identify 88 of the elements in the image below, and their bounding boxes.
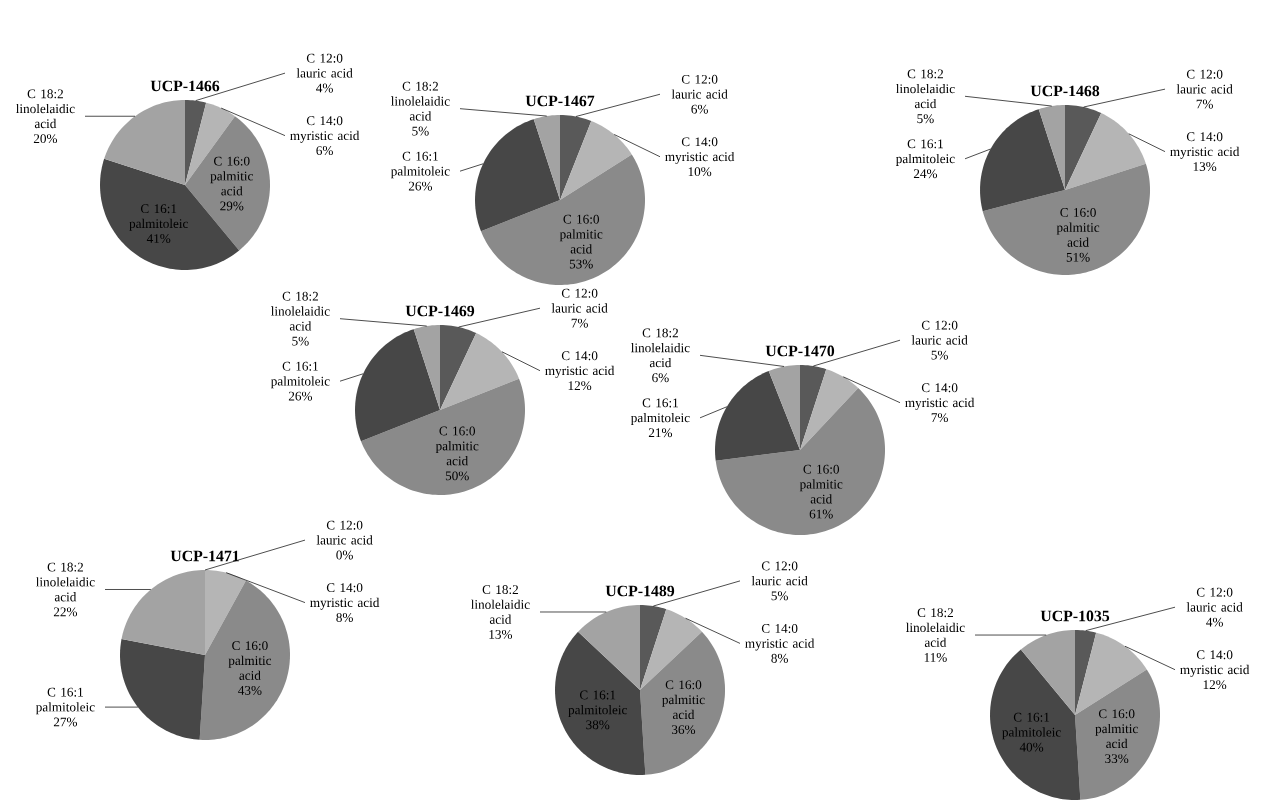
category-label: C 12:0 lauric acid	[316, 520, 373, 545]
slice-label: C 12:0 lauric acid	[751, 561, 808, 586]
data-label: 6%	[691, 104, 708, 114]
data-label: 43%	[238, 685, 262, 695]
data-label: 7%	[931, 413, 948, 423]
slice-label: C 14:0 myristic acid	[545, 351, 615, 378]
slice-label: C 16:0 palmitic acid	[228, 641, 272, 680]
text: UCP-1035	[1040, 610, 1110, 622]
data-label: 5%	[292, 336, 309, 346]
slice-label: C 16:0 palmitic acid	[435, 426, 479, 466]
slice-label: C 18:2 linolelaidic acid	[631, 328, 690, 368]
slice-label: C 16:1 palmitoleic	[568, 690, 627, 717]
data-label: 13%	[1193, 162, 1217, 172]
slice-label: C 18:2 linolelaidic acid	[36, 562, 95, 602]
data-label: 51%	[1066, 252, 1090, 262]
slice-label: C 16:1 palmitoleic	[129, 204, 188, 231]
slice-label: C 14:0 myristic acid	[665, 137, 735, 164]
data-label: 53%	[569, 259, 593, 269]
data-label: 4%	[316, 83, 333, 93]
data-label: 5%	[412, 126, 429, 136]
chart-title: UCP-1471	[170, 550, 239, 562]
text: UCP-1467	[525, 95, 595, 107]
data-label: 12%	[1203, 680, 1227, 690]
slice-label: C 12:0 lauric acid	[671, 74, 728, 99]
text: UCP-1469	[405, 305, 475, 317]
data-label: 8%	[336, 613, 353, 622]
text: UCP-1468	[1030, 85, 1100, 97]
slice-label: C 16:0 palmitic acid	[559, 214, 603, 254]
slice-label: C 14:0 myristic acid	[290, 116, 360, 143]
slice-label: C 12:0 lauric acid	[911, 320, 968, 345]
data-label: 11%	[924, 652, 947, 662]
data-label: 7%	[571, 318, 588, 328]
slice-label: C 16:1 palmitoleic	[895, 139, 955, 166]
slice-label: C 12:0 lauric acid	[551, 288, 608, 313]
data-label: 61%	[809, 509, 833, 519]
slice-label: C 16:1 palmitoleic	[35, 687, 95, 715]
data-label: 4%	[1206, 617, 1223, 627]
slice-label: C 18:2 linolelaidic acid	[16, 89, 75, 129]
data-label: 12%	[568, 381, 592, 391]
text: UCP-1470	[765, 345, 835, 357]
slice-label: C 16:1 palmitoleic	[390, 151, 450, 179]
data-label: 13%	[489, 629, 513, 639]
data-label: 20%	[33, 134, 58, 144]
data-label: 5%	[771, 591, 788, 601]
slice-label: C 16:0 palmitic acid	[210, 156, 253, 196]
slice-label: C 14:0 myristic acid	[1170, 132, 1240, 159]
slice-label: C 18:2 linolelaidic acid	[471, 585, 530, 624]
slice-label: C 16:1 palmitoleic	[630, 398, 690, 425]
slice-label: C 18:2 linolelaidic acid	[271, 291, 330, 331]
slice-label: C 14:0 myristic acid	[745, 623, 815, 651]
slice-label: C 12:0 lauric acid	[1176, 69, 1233, 94]
data-label: 10%	[688, 167, 712, 177]
slice-label: C 16:1 palmitoleic	[270, 361, 330, 389]
data-label: 29%	[220, 201, 244, 211]
slice-label: C 12:0 lauric acid	[1186, 587, 1243, 612]
slice-label: C 16:0 palmitic acid	[1095, 709, 1138, 749]
data-label: 6%	[652, 373, 669, 383]
data-label: 21%	[648, 428, 673, 438]
data-label: 26%	[288, 391, 313, 401]
text: UCP-1466	[150, 80, 220, 92]
text: UCP-1489	[605, 585, 675, 597]
text: 0%	[336, 550, 353, 560]
data-label: 24%	[913, 169, 938, 179]
data-label: 7%	[1196, 99, 1213, 109]
data-label: 8%	[771, 653, 788, 663]
slice-label: C 16:0 palmitic acid	[662, 680, 705, 720]
slice-label: C 18:2 linolelaidic acid	[391, 81, 450, 121]
data-label: 5%	[917, 114, 934, 124]
slice-label: C 18:2 linolelaidic acid	[906, 608, 965, 647]
data-label: 6%	[316, 146, 333, 156]
slice-label: C 12:0 lauric acid	[296, 53, 353, 78]
slice-label: C 16:0 palmitic acid	[1056, 208, 1100, 247]
slice-label: C 18:2 linolelaidic acid	[896, 69, 955, 109]
slice-label: C 16:0 palmitic acid	[799, 464, 843, 504]
data-label: 40%	[1019, 742, 1044, 752]
data-label: 38%	[586, 720, 610, 730]
data-label: 41%	[146, 234, 171, 244]
data-label: 22%	[53, 607, 78, 617]
data-label: 27%	[53, 717, 78, 727]
slice-label: C 14:0 myristic acid	[1180, 650, 1250, 677]
data-label: 26%	[408, 181, 433, 191]
slice-label: C 14:0 myristic acid	[310, 583, 380, 610]
slice-label: C 14:0 myristic acid	[905, 383, 975, 410]
data-label: 33%	[1105, 754, 1129, 764]
data-label: 36%	[672, 725, 696, 735]
data-label: 50%	[445, 471, 469, 481]
data-label: 5%	[931, 350, 948, 360]
slice-label: C 16:1 palmitoleic	[1002, 712, 1061, 740]
